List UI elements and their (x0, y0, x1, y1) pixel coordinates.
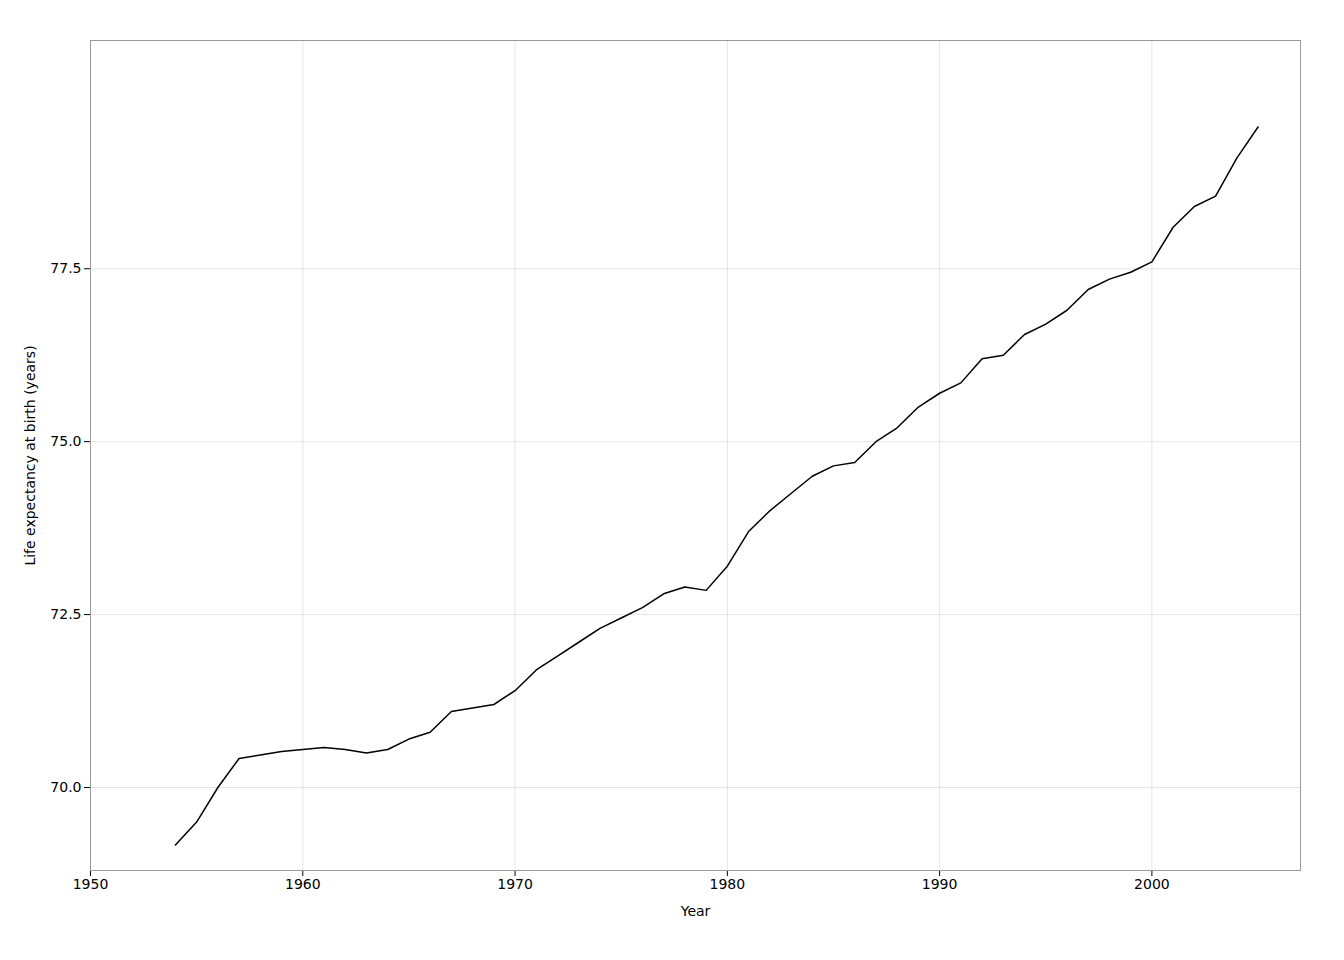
svg-text:1950: 1950 (73, 876, 109, 892)
svg-text:72.5: 72.5 (50, 606, 81, 622)
svg-text:1990: 1990 (922, 876, 958, 892)
svg-text:2000: 2000 (1134, 876, 1170, 892)
svg-text:77.5: 77.5 (50, 260, 81, 276)
svg-text:70.0: 70.0 (50, 779, 81, 795)
svg-text:1970: 1970 (497, 876, 533, 892)
svg-text:75.0: 75.0 (50, 433, 81, 449)
svg-text:Life expectancy at birth (year: Life expectancy at birth (years) (22, 345, 38, 565)
svg-text:1980: 1980 (710, 876, 746, 892)
svg-text:1960: 1960 (285, 876, 321, 892)
svg-text:Year: Year (680, 903, 711, 919)
